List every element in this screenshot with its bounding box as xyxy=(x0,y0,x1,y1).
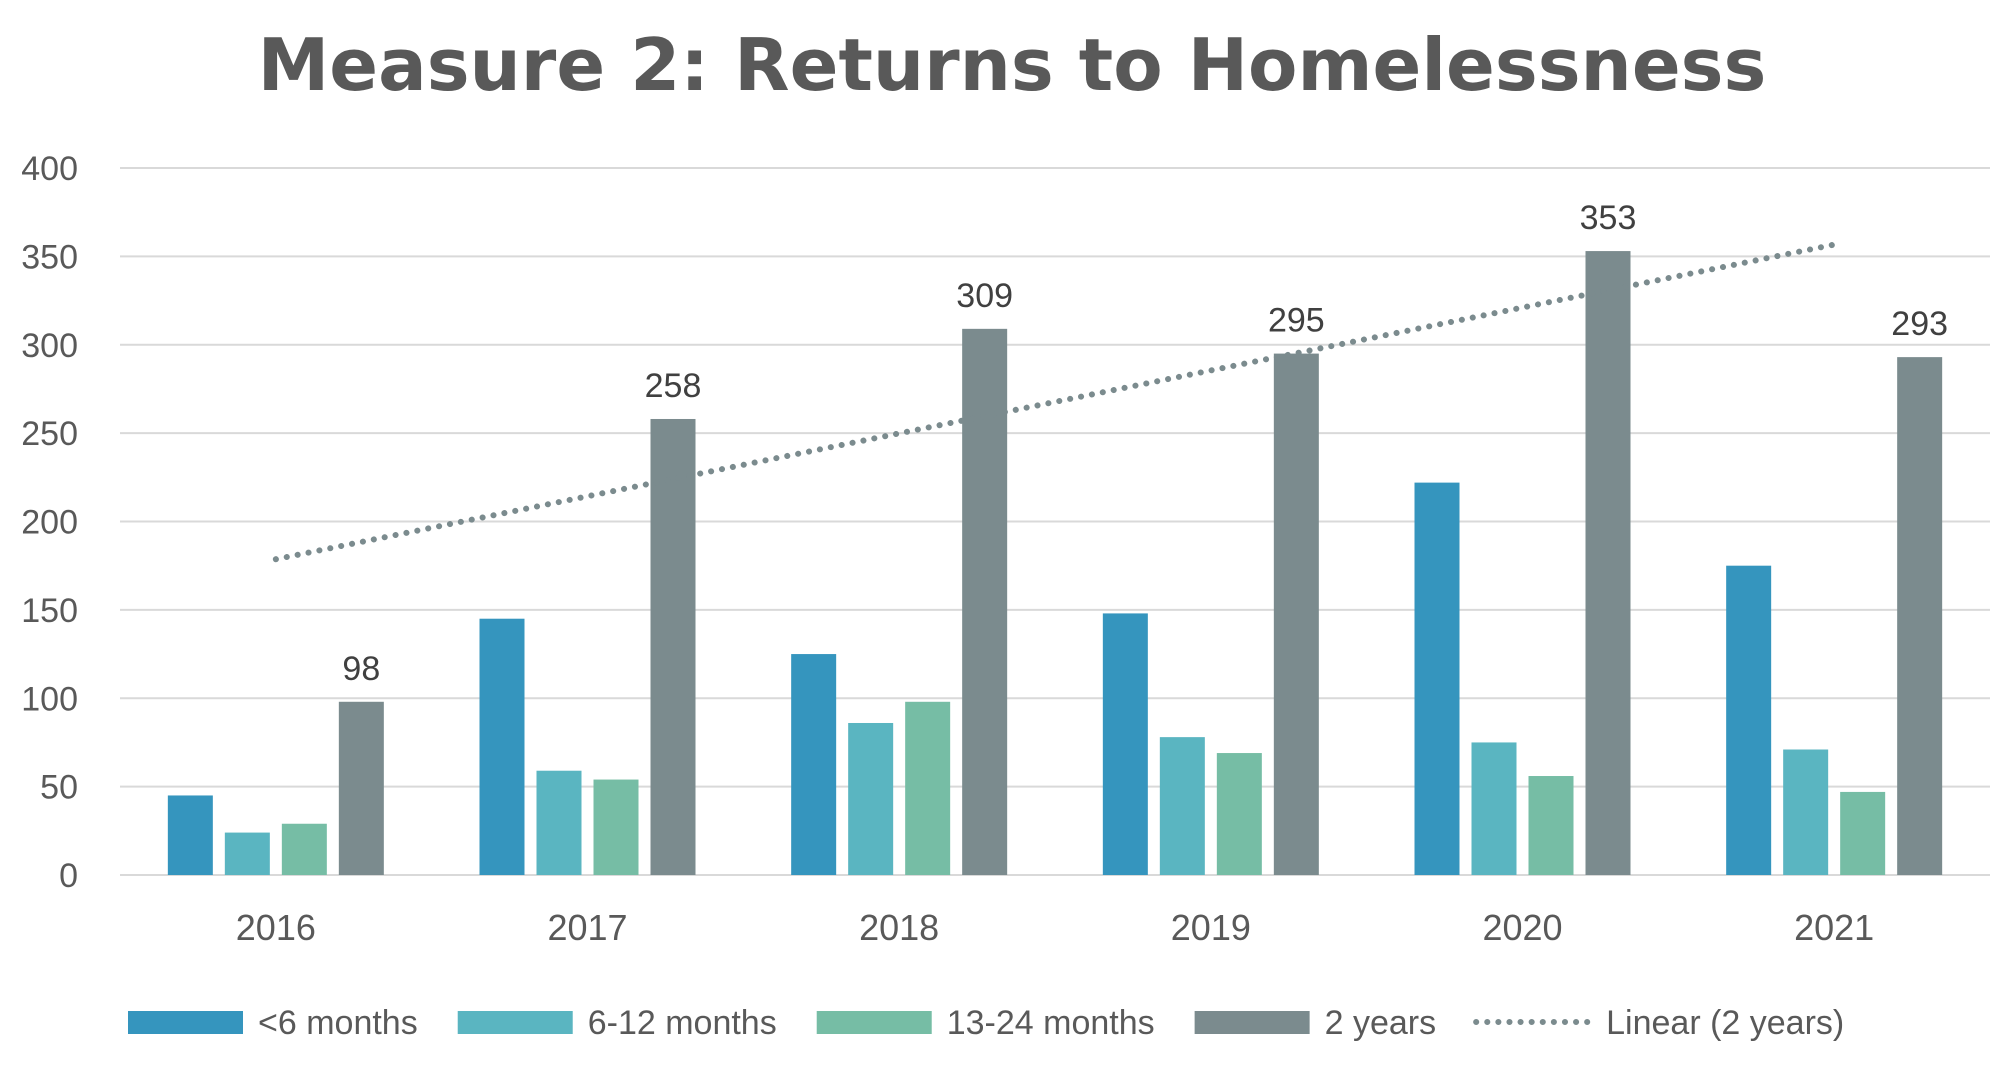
legend-swatch xyxy=(1194,1011,1310,1034)
bar-13-24-months-2017 xyxy=(593,779,639,875)
data-labels: 98 258 309 295 353 293 xyxy=(342,199,1948,688)
legend-label: <6 months xyxy=(258,1004,418,1042)
legend-label: 2 years xyxy=(1325,1004,1437,1042)
x-tick-label: 2017 xyxy=(547,907,627,948)
bar-6-12-months-2017 xyxy=(536,770,582,875)
y-tick-label: 0 xyxy=(59,857,78,895)
y-tick-label: 200 xyxy=(21,504,78,542)
y-tick-label: 300 xyxy=(21,327,78,365)
legend-swatch xyxy=(128,1011,243,1034)
data-label: 258 xyxy=(645,367,702,405)
bars xyxy=(167,251,1943,875)
y-tick-label: 100 xyxy=(21,680,78,718)
bar-6-12-months-2020 xyxy=(1471,742,1517,875)
bar-13-24-months-2019 xyxy=(1216,753,1262,875)
bar--6-months-2018 xyxy=(791,654,837,875)
bar--6-months-2017 xyxy=(479,618,525,875)
bar-6-12-months-2021 xyxy=(1783,749,1829,875)
bar-13-24-months-2016 xyxy=(281,823,327,875)
bar--6-months-2020 xyxy=(1414,482,1460,875)
bar-6-12-months-2019 xyxy=(1159,737,1205,875)
y-tick-label: 350 xyxy=(21,238,78,276)
bar-13-24-months-2021 xyxy=(1840,791,1886,875)
y-axis-tick-labels: 0 50 100 150 200 250 300 350 400 xyxy=(21,150,78,895)
bar-2-years-2017 xyxy=(650,418,696,875)
data-label: 309 xyxy=(956,277,1013,315)
bar--6-months-2019 xyxy=(1102,613,1148,875)
bar-2-years-2019 xyxy=(1273,353,1319,875)
bar-6-12-months-2016 xyxy=(224,832,270,875)
legend: <6 months 6-12 months 13-24 months 2 years L… xyxy=(128,1004,1844,1042)
trendline-linear-2-years xyxy=(272,241,1838,563)
bar-6-12-months-2018 xyxy=(848,722,894,875)
bar-2-years-2020 xyxy=(1585,251,1631,875)
bar-2-years-2016 xyxy=(338,701,384,875)
bar-13-24-months-2018 xyxy=(905,701,951,875)
y-tick-label: 400 xyxy=(21,150,78,188)
y-tick-label: 250 xyxy=(21,415,78,453)
data-label: 353 xyxy=(1580,199,1637,237)
bar-13-24-months-2020 xyxy=(1528,776,1574,875)
data-label: 293 xyxy=(1891,305,1948,343)
y-tick-label: 50 xyxy=(40,769,78,807)
bar-2-years-2021 xyxy=(1897,357,1943,875)
trendline xyxy=(272,241,1838,563)
legend-label: 13-24 months xyxy=(947,1004,1155,1042)
legend-swatch xyxy=(457,1011,573,1034)
x-tick-label: 2020 xyxy=(1482,907,1562,948)
legend-label: Linear (2 years) xyxy=(1606,1004,1844,1042)
y-tick-label: 150 xyxy=(21,592,78,630)
x-tick-label: 2016 xyxy=(236,907,316,948)
chart-title: Measure 2: Returns to Homelessness xyxy=(258,23,1767,107)
x-axis-tick-labels: 2016 2017 2018 2019 2020 2021 xyxy=(236,907,1874,948)
legend-label: 6-12 months xyxy=(588,1004,777,1042)
bar--6-months-2021 xyxy=(1726,565,1772,875)
x-tick-label: 2019 xyxy=(1171,907,1251,948)
bar--6-months-2016 xyxy=(167,795,213,875)
legend-swatch xyxy=(816,1011,932,1034)
bar-2-years-2018 xyxy=(962,328,1008,875)
data-label: 295 xyxy=(1268,302,1325,340)
x-tick-label: 2021 xyxy=(1794,907,1874,948)
gridlines xyxy=(120,167,1990,876)
x-tick-label: 2018 xyxy=(859,907,939,948)
data-label: 98 xyxy=(342,650,380,688)
